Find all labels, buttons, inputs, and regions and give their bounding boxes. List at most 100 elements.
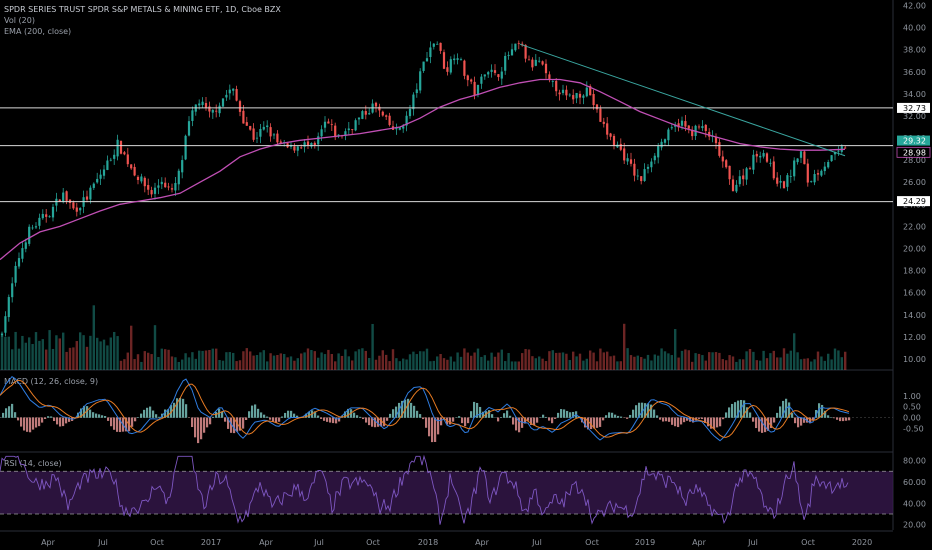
volume-bar [31,343,34,370]
macd-histogram-bar [347,408,350,418]
macd-histogram-bar [620,416,623,418]
macd-histogram-bar [437,417,440,435]
macd-histogram-bar [632,409,635,418]
candle-body [72,202,75,209]
candle-body [442,52,446,69]
candle-body [490,69,493,72]
macd-histogram-bar [365,417,368,423]
macd-histogram-bar [461,417,464,424]
volume-bar [289,356,293,370]
volume-bar [283,353,286,370]
candle-body [772,161,775,179]
price-tick-label: 38.00 [903,46,926,55]
macd-histogram-bar [551,417,554,424]
macd-histogram-bar [503,413,506,418]
candle-body [582,95,585,98]
candle-body [687,125,690,129]
candle-body [599,108,602,122]
candle-body [759,155,762,158]
volume-bar [646,354,650,370]
volume-bar [14,331,17,370]
time-tick-label: Apr [475,538,490,547]
candle-body [398,127,401,130]
macd-histogram-bar [602,417,605,421]
candle-body [79,208,82,211]
volume-bar [500,349,503,370]
macd-histogram-bar [200,417,203,440]
candle-body [789,176,792,177]
macd-histogram-bar [359,416,362,418]
volume-bar [687,350,690,370]
candle-body [327,121,330,124]
macd-histogram-bar [536,417,539,423]
macd-histogram-bar [524,417,527,424]
volume-bar [238,360,242,370]
volume-bar [41,339,44,370]
macd-histogram-bar [521,417,524,428]
macd-tick-label: -0.50 [903,424,924,433]
macd-histogram-bar [635,405,638,418]
volume-bar [714,352,718,370]
macd-histogram-bar [449,417,452,425]
time-tick-label: Oct [801,538,815,547]
volume-bar [660,348,663,370]
macd-histogram-bar [284,412,287,418]
volume-bar [21,335,24,370]
macd-histogram-bar [839,417,842,422]
macd-histogram-bar [143,409,146,418]
time-tick-label: Jul [97,538,108,547]
volume-bar [279,353,282,370]
candle-body [0,333,4,336]
macd-histogram-bar [95,413,98,418]
candle-body [228,89,231,94]
macd-histogram-bar [746,407,749,418]
volume-bar [476,348,480,370]
candle-body [354,120,357,131]
macd-histogram-bar [239,417,242,431]
candle-body [85,196,89,200]
volume-bar [351,360,354,370]
macd-histogram-bar [80,408,83,418]
candle-body [221,98,225,107]
volume-bar [578,353,582,370]
candle-body [793,160,796,177]
candle-body [677,123,680,128]
macd-histogram-bar [395,406,398,418]
volume-bar [786,353,789,370]
volume-bar [470,355,473,370]
volume-bar [198,350,201,370]
macd-histogram-bar [812,417,815,421]
macd-histogram-bar [605,415,608,418]
volume-bar [548,351,551,370]
macd-histogram-bar [386,417,389,421]
volume-bar [806,358,809,370]
macd-histogram-bar [401,400,404,418]
candle-body [633,163,636,176]
volume-bar [58,338,61,370]
macd-histogram-bar [554,417,557,419]
candle-body [453,58,456,61]
volume-bar [789,350,792,370]
volume-bar [728,355,731,370]
candle-body [476,84,480,95]
candle-body [140,176,143,182]
volume-bar [402,358,405,370]
macd-histogram-bar [35,417,38,428]
volume-bar [272,355,276,370]
volume-bar [378,355,381,370]
candle-body [330,124,333,125]
macd-histogram-bar [293,413,296,418]
candle-body [262,126,265,130]
macd-histogram-bar [707,417,710,427]
volume-bar [742,359,745,370]
macd-histogram-bar [440,417,443,426]
candle-body [11,283,14,298]
candle-body [510,49,514,56]
macd-histogram-bar [719,417,722,427]
volume-bar [626,348,629,370]
macd-histogram-bar [761,417,764,433]
macd-histogram-bar [317,415,320,418]
candle-body [823,166,826,172]
macd-histogram-bar [113,417,116,430]
